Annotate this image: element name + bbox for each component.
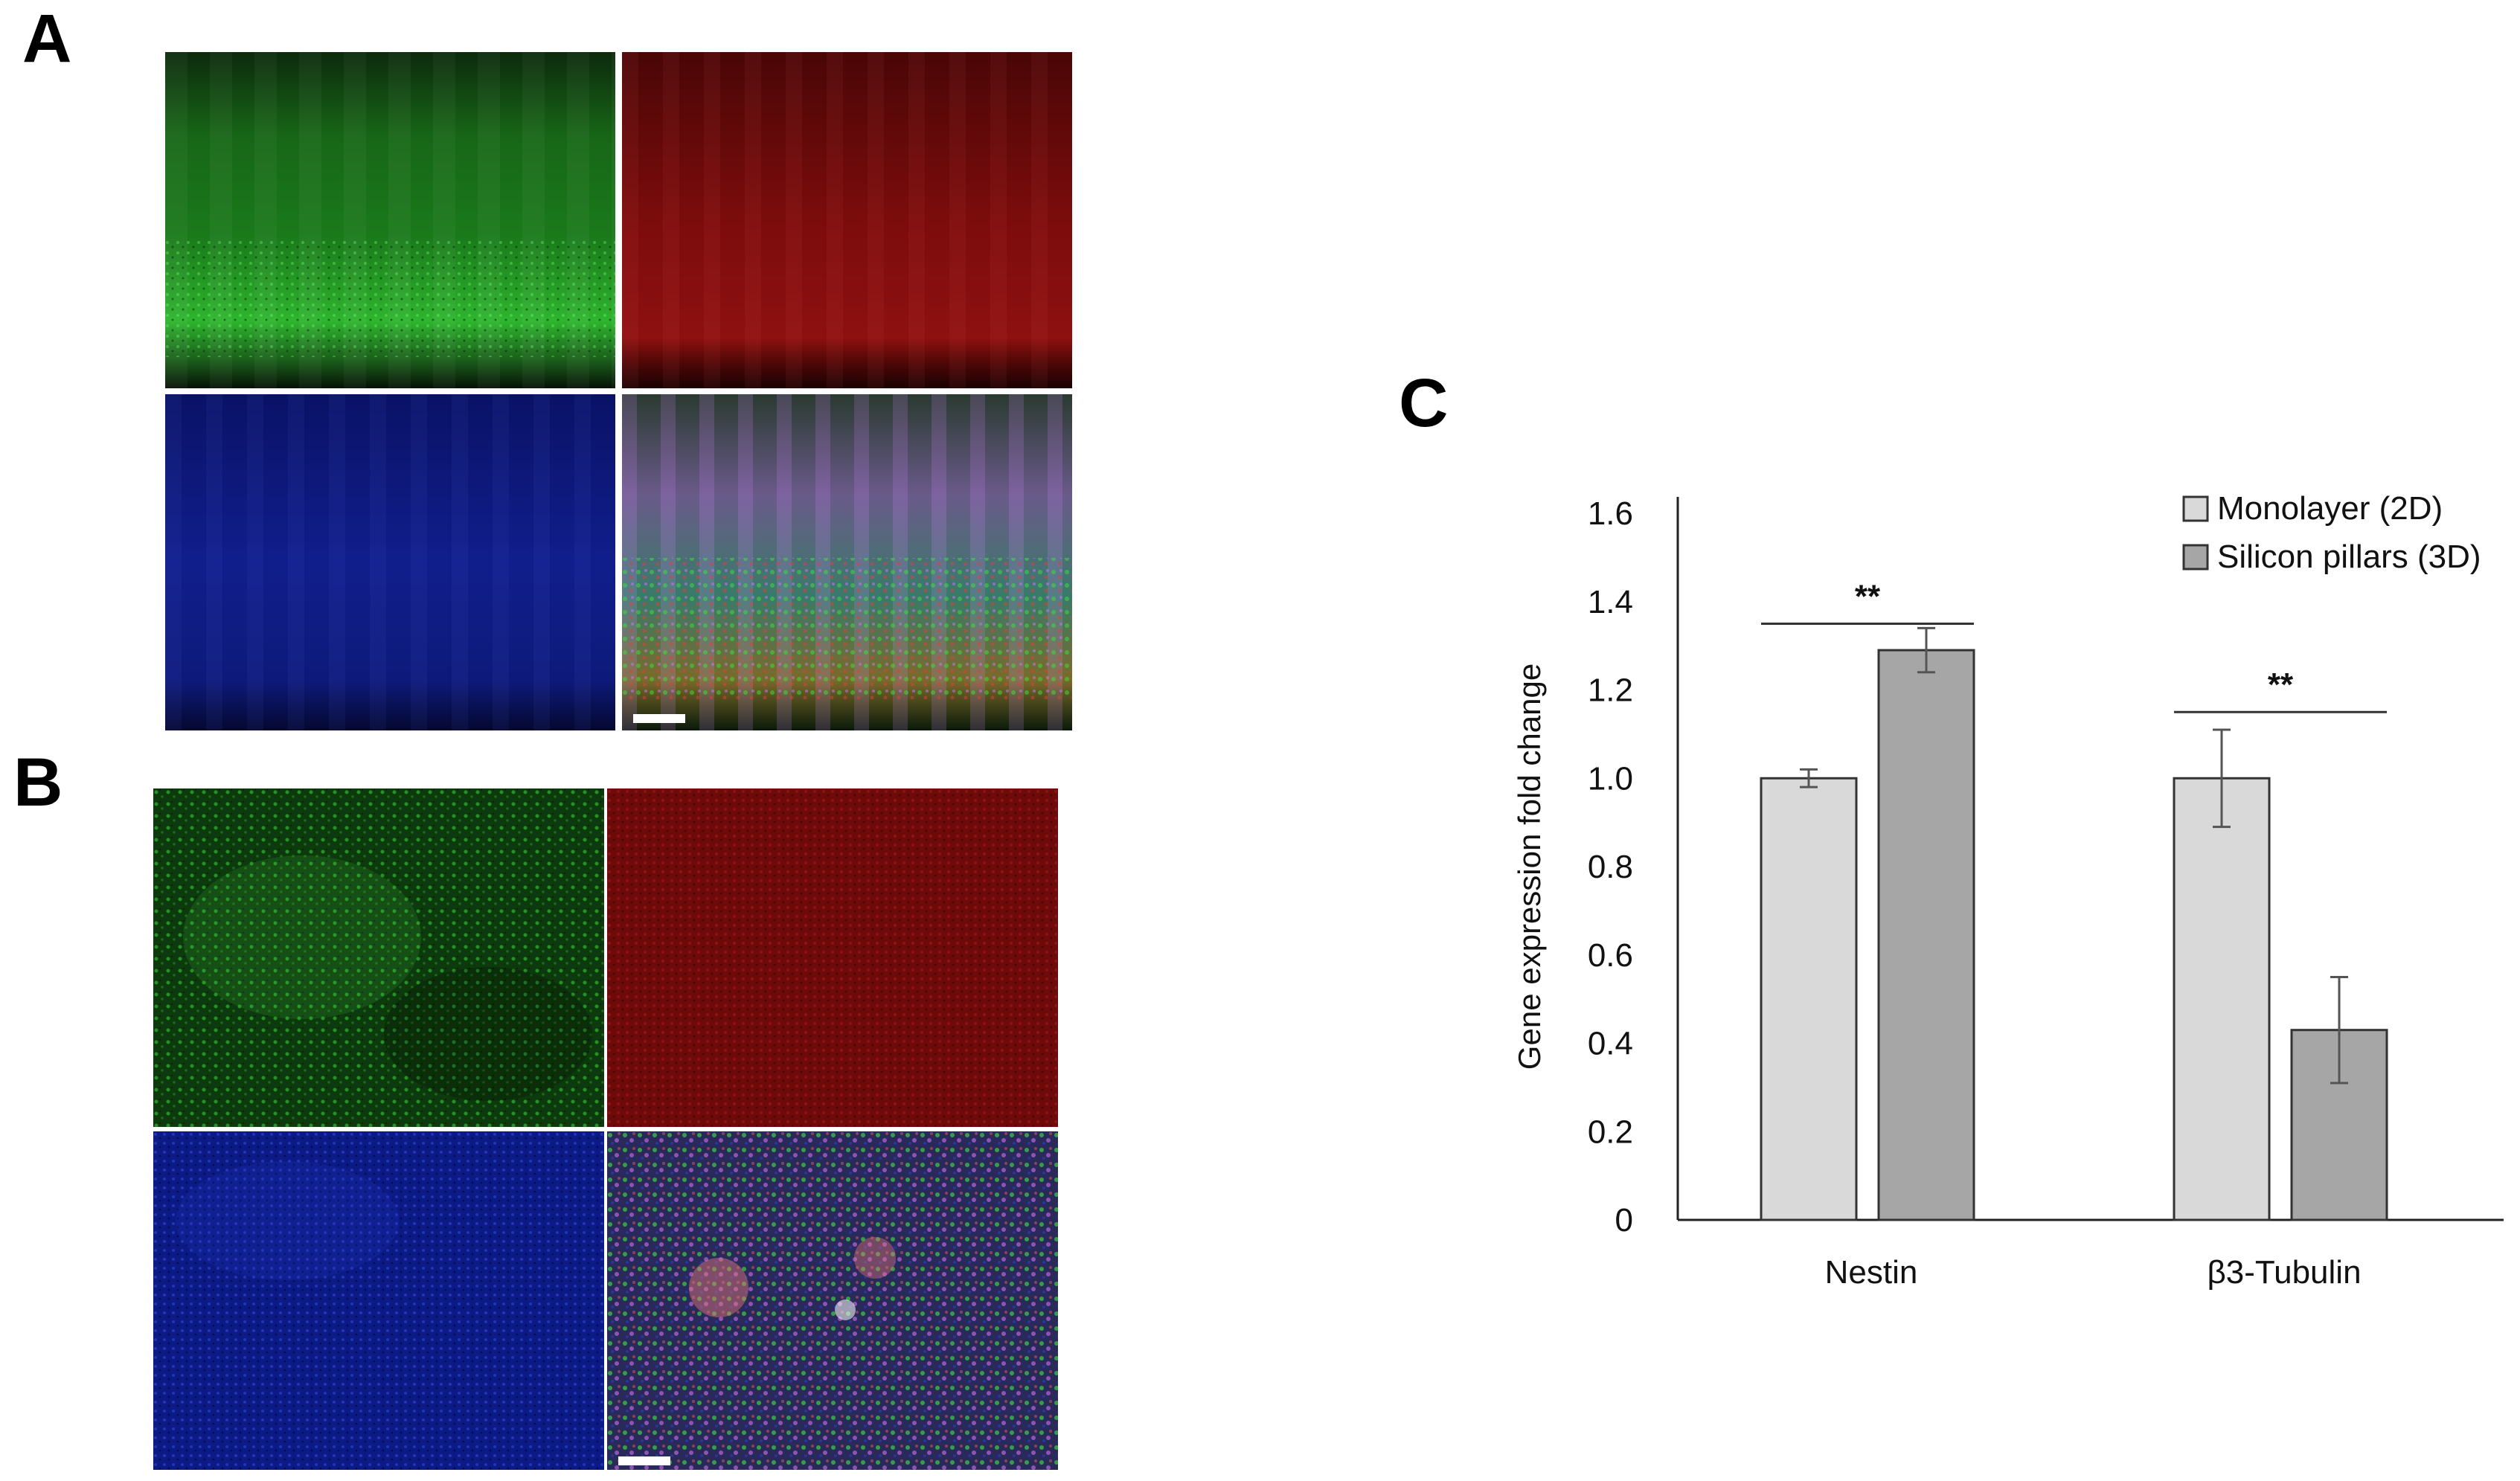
- y-tick-label: 0.8: [1588, 849, 1633, 885]
- y-axis-title: Gene expression fold change: [1512, 664, 1547, 1070]
- panel-b-merged-image: [607, 1131, 1058, 1470]
- panel-b-blue-image: [153, 1131, 604, 1470]
- x-tick-label: Nestin: [1825, 1254, 1918, 1291]
- panel-b-red-image: [607, 788, 1058, 1127]
- chart-plot-area: 0 0.2 0.4 0.6 0.8 1.0 1.2 1.4 1.6 Gene expression…: [1512, 490, 2504, 1291]
- panel-b-label: B: [13, 745, 63, 820]
- y-tick-label: 1.6: [1588, 495, 1633, 532]
- legend-swatch: [2182, 495, 2209, 522]
- panel-a-green-image: [165, 52, 615, 388]
- y-tick-label: 1.0: [1588, 760, 1633, 797]
- bar-monolayer-0: [1760, 777, 1858, 1221]
- panel-a-merged-image: [622, 394, 1072, 730]
- legend-swatch: [2182, 544, 2209, 571]
- panel-a-label: A: [22, 1, 72, 77]
- y-tick-label: 0.4: [1588, 1026, 1633, 1062]
- y-tick-label: 0.6: [1588, 937, 1633, 974]
- legend-label: Silicon pillars (3D): [2217, 539, 2481, 575]
- y-tick-label: 0.2: [1588, 1114, 1633, 1150]
- panel-a-red-image: [622, 52, 1072, 388]
- significance-label: **: [2268, 666, 2294, 703]
- y-tick-label: 1.2: [1588, 672, 1633, 709]
- x-tick-label: β3-Tubulin: [2207, 1254, 2361, 1291]
- panel-a-scale-bar: [633, 714, 685, 723]
- panel-b-scale-bar: [618, 1456, 670, 1465]
- panel-a-blue-image: [165, 394, 615, 730]
- bar-monolayer-1: [2173, 777, 2271, 1221]
- panel-c-label: C: [1399, 365, 1449, 441]
- y-tick-label: 1.4: [1588, 584, 1633, 620]
- bar-pillars-0: [1877, 649, 1975, 1221]
- significance-label: **: [1855, 578, 1881, 614]
- legend-label: Monolayer (2D): [2217, 490, 2443, 527]
- y-tick-label: 0: [1615, 1202, 1633, 1239]
- panel-b-green-image: [153, 788, 604, 1127]
